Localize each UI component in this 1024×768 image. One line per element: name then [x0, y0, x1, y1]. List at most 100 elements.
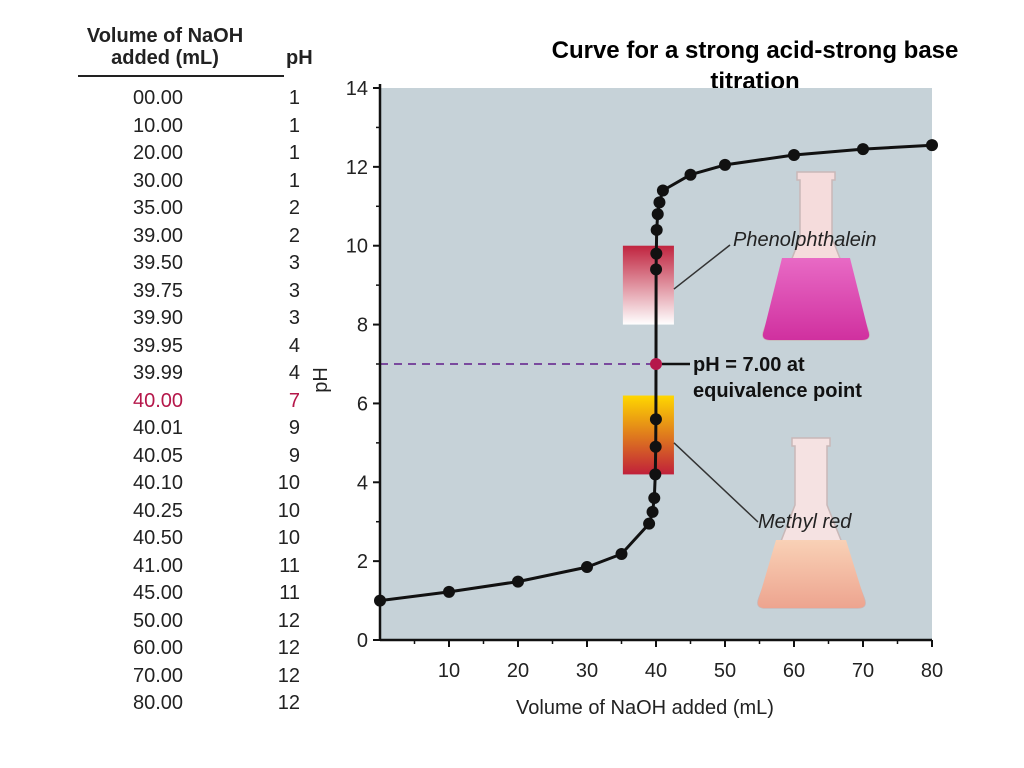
volume-cell: 35.00: [133, 197, 184, 219]
x-tick-label: 20: [507, 660, 529, 682]
methyl-red-range-band: [622, 395, 674, 475]
data-point: [649, 440, 662, 453]
phenolphthalein-label: Phenolphthalein: [733, 229, 877, 251]
volume-cell: 60.00: [133, 637, 184, 659]
y-tick-label: 2: [357, 551, 368, 573]
data-point: [656, 184, 669, 197]
data-point: [650, 223, 663, 236]
y-tick-label: 12: [346, 157, 368, 179]
ph-cell: 1: [288, 87, 300, 109]
table-row: 39.75 3: [70, 280, 330, 307]
ph-cell: 10: [277, 472, 300, 494]
data-points: [374, 139, 938, 607]
ph-cell: 9: [288, 444, 300, 467]
table-row: 40.05 9: [70, 445, 330, 472]
volume-cell: 50.00: [133, 609, 184, 632]
ph-cell: 12: [277, 609, 300, 632]
equivalence-point-marker: [650, 358, 662, 370]
x-tick-label: 80: [921, 660, 943, 682]
data-point: [581, 561, 593, 574]
volume-cell: 39.90: [133, 307, 184, 329]
ph-cell: 4: [288, 362, 300, 384]
ph-cell: 10: [277, 527, 300, 549]
table-row: 50.00 12: [70, 610, 330, 637]
phenolphthalein-flask: [762, 171, 870, 341]
data-point: [615, 548, 628, 561]
data-point: [512, 575, 524, 588]
volume-cell: 39.95: [133, 334, 184, 357]
volume-cell: 39.75: [133, 279, 184, 302]
table-row: 70.00 12: [70, 665, 330, 692]
ph-cell: 9: [288, 417, 300, 439]
data-point: [443, 585, 455, 598]
phenolphthalein-range-band: [622, 245, 674, 325]
volume-cell: 39.50: [133, 252, 184, 274]
x-tick-label: 50: [714, 660, 736, 682]
x-tick-label: 10: [438, 660, 460, 682]
ph-cell: 1: [288, 114, 300, 137]
table-row: 41.00 11: [70, 555, 330, 582]
ph-cell: 1: [288, 169, 300, 192]
data-point: [649, 468, 662, 481]
table-row: 10.00 1: [70, 115, 330, 142]
volume-cell: 40.01: [133, 417, 184, 439]
header-divider: [78, 75, 284, 77]
table-row: 60.00 12: [70, 637, 330, 664]
table-row: 39.99 4: [70, 362, 330, 389]
ph-cell: 12: [277, 637, 300, 659]
ph-cell: 3: [288, 252, 300, 274]
equivalence-point-label: pH = 7.00 at equivalence point: [693, 354, 862, 402]
ph-cell: 2: [288, 224, 300, 247]
ph-cell: 11: [279, 554, 300, 577]
data-point: [684, 168, 697, 181]
volume-cell: 39.00: [133, 224, 184, 247]
table-row: 40.00 7: [70, 390, 330, 417]
x-tick-label: 30: [576, 660, 598, 682]
axes: 0 2 4 6 8 10 12 14 10 20 30 40 50 60 70 80: [346, 78, 943, 682]
methyl-red-leader: [673, 442, 759, 523]
ph-cell: 2: [288, 197, 300, 219]
table-row: 00.00 1: [70, 87, 330, 114]
volume-cell: 10.00: [133, 114, 184, 137]
x-axis-label: Volume of NaOH added (mL): [516, 697, 774, 719]
volume-cell: 40.00: [133, 389, 184, 412]
phenolphthalein-leader: [673, 244, 731, 290]
volume-column-header: Volume of NaOH added (mL): [86, 25, 244, 69]
leader-lines: [662, 244, 759, 523]
ph-cell: 1: [288, 142, 300, 164]
volume-cell: 40.05: [133, 444, 184, 467]
data-point: [650, 263, 663, 276]
x-tick-label: 70: [852, 660, 874, 682]
table-row: 20.00 1: [70, 142, 330, 169]
y-tick-label: 8: [357, 315, 368, 337]
data-point: [926, 139, 938, 152]
table-row: 35.00 2: [70, 197, 330, 224]
table-row: 39.50 3: [70, 252, 330, 279]
x-tick-label: 40: [645, 660, 667, 682]
table-row: 40.10 10: [70, 472, 330, 499]
data-point: [788, 149, 800, 162]
data-point: [651, 208, 664, 221]
data-point: [649, 413, 662, 426]
data-point: [650, 247, 663, 260]
y-tick-label: 10: [346, 236, 368, 258]
data-point: [653, 196, 666, 209]
ph-cell: 12: [277, 692, 300, 714]
ph-cell: 12: [277, 664, 300, 687]
y-axis-label: pH: [310, 367, 332, 393]
volume-cell: 40.10: [133, 472, 184, 494]
data-point: [719, 158, 731, 171]
ph-cell: 4: [288, 334, 300, 357]
volume-cell: 41.00: [133, 554, 184, 577]
table-row: 40.01 9: [70, 417, 330, 444]
data-point: [648, 492, 661, 505]
y-tick-label: 4: [357, 472, 368, 494]
x-tick-label: 60: [783, 660, 805, 682]
ph-cell: 7: [288, 389, 300, 412]
y-tick-label: 14: [346, 78, 368, 100]
volume-cell: 70.00: [133, 664, 184, 687]
volume-cell: 39.99: [133, 362, 184, 384]
table-row: 39.90 3: [70, 307, 330, 334]
volume-cell: 40.50: [133, 527, 184, 549]
